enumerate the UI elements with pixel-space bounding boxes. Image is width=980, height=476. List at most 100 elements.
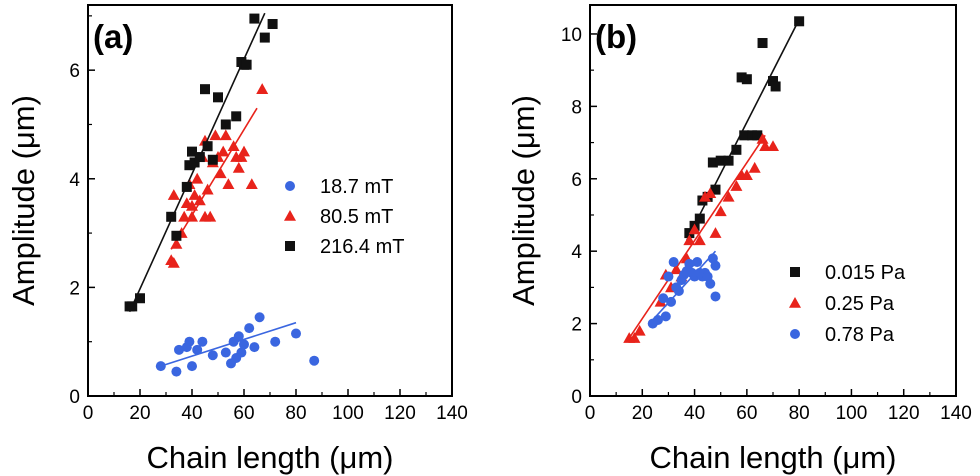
data-point — [309, 355, 320, 366]
fit-line — [160, 321, 297, 367]
series-square — [124, 12, 278, 313]
data-point — [770, 81, 781, 92]
data-point — [710, 184, 721, 195]
data-point — [214, 167, 227, 179]
legend-marker — [789, 297, 801, 308]
data-point — [222, 178, 235, 190]
data-point — [715, 155, 726, 166]
data-point — [174, 344, 184, 355]
data-point — [187, 146, 197, 157]
data-point — [757, 38, 768, 49]
data-point — [692, 257, 703, 268]
data-point — [236, 347, 247, 358]
y-tick-label: 2 — [69, 278, 80, 299]
x-tick-label: 40 — [684, 403, 705, 424]
data-point — [705, 278, 716, 289]
data-point — [178, 210, 191, 222]
fit-line — [170, 107, 258, 250]
data-point — [670, 263, 683, 275]
data-point — [184, 160, 195, 171]
data-point — [170, 237, 183, 249]
data-point — [249, 342, 260, 353]
x-tick-label: 0 — [585, 403, 596, 424]
data-point — [768, 76, 778, 87]
series-circle — [647, 250, 721, 329]
data-point — [219, 129, 232, 141]
data-point — [660, 311, 671, 322]
data-point — [167, 189, 180, 200]
data-point — [730, 180, 743, 191]
y-tick-label: 8 — [571, 97, 582, 118]
data-point — [270, 336, 281, 347]
data-point — [707, 157, 718, 168]
legend-marker — [790, 329, 800, 339]
data-point — [227, 140, 240, 151]
series-triangle — [165, 83, 269, 268]
data-point — [171, 230, 182, 241]
data-point — [748, 161, 761, 173]
data-point — [166, 211, 177, 222]
data-point — [192, 344, 203, 355]
y-tick-label: 4 — [571, 242, 582, 263]
x-tick-label: 140 — [436, 403, 468, 424]
data-point — [259, 32, 270, 43]
x-tick-label: 20 — [632, 403, 653, 424]
data-point — [628, 332, 641, 343]
x-tick-label: 100 — [836, 403, 868, 424]
panel-label: (b) — [595, 18, 637, 55]
panel-a: 0 20 40 60 80 100 120 140 0 2 4 6 Chain length (μm) A… — [6, 4, 468, 475]
y-tick-label: 10 — [561, 25, 582, 46]
series-circle — [155, 312, 320, 377]
y-tick-label: 4 — [69, 170, 80, 191]
data-point — [710, 260, 721, 271]
data-point — [187, 361, 197, 372]
data-point — [189, 157, 200, 168]
data-point — [741, 74, 752, 85]
data-point — [714, 205, 727, 217]
fit-line — [628, 134, 766, 339]
data-point — [186, 199, 198, 211]
data-point — [699, 190, 712, 202]
y-tick-label: 6 — [571, 170, 582, 191]
data-point — [794, 16, 805, 27]
legend-label: 80.5 mT — [320, 206, 393, 228]
fit-line — [652, 250, 717, 321]
data-point — [135, 293, 145, 304]
data-point — [731, 144, 742, 155]
x-tick-label: 120 — [384, 403, 416, 424]
x-tick-label: 80 — [789, 403, 810, 424]
data-point — [673, 286, 684, 297]
data-point — [249, 13, 260, 24]
data-point — [155, 361, 166, 372]
y-tick-label: 0 — [69, 387, 80, 408]
y-axis-title: Amplitude (μm) — [506, 95, 541, 306]
legend-marker — [284, 210, 296, 221]
x-tick-label: 140 — [940, 403, 972, 424]
data-point — [291, 328, 301, 339]
x-tick-label: 40 — [181, 403, 202, 424]
data-point — [759, 140, 772, 151]
data-point — [220, 119, 231, 130]
data-point — [267, 19, 278, 30]
data-point — [232, 161, 245, 173]
x-tick-label: 120 — [888, 403, 920, 424]
series-square — [684, 16, 805, 241]
x-tick-label: 60 — [736, 403, 757, 424]
data-point — [207, 154, 218, 165]
data-point — [752, 130, 763, 141]
data-point — [239, 339, 249, 350]
data-point — [188, 189, 201, 200]
x-axis-title: Chain length (μm) — [146, 440, 393, 475]
data-point — [256, 83, 269, 94]
data-point — [184, 336, 195, 347]
x-tick-label: 100 — [332, 403, 364, 424]
data-point — [127, 301, 138, 312]
x-tick-label: 60 — [233, 403, 254, 424]
data-point — [200, 84, 210, 95]
data-point — [186, 210, 198, 222]
data-point — [688, 223, 701, 235]
data-point — [233, 331, 244, 342]
data-point — [231, 111, 242, 122]
data-point — [663, 271, 674, 282]
